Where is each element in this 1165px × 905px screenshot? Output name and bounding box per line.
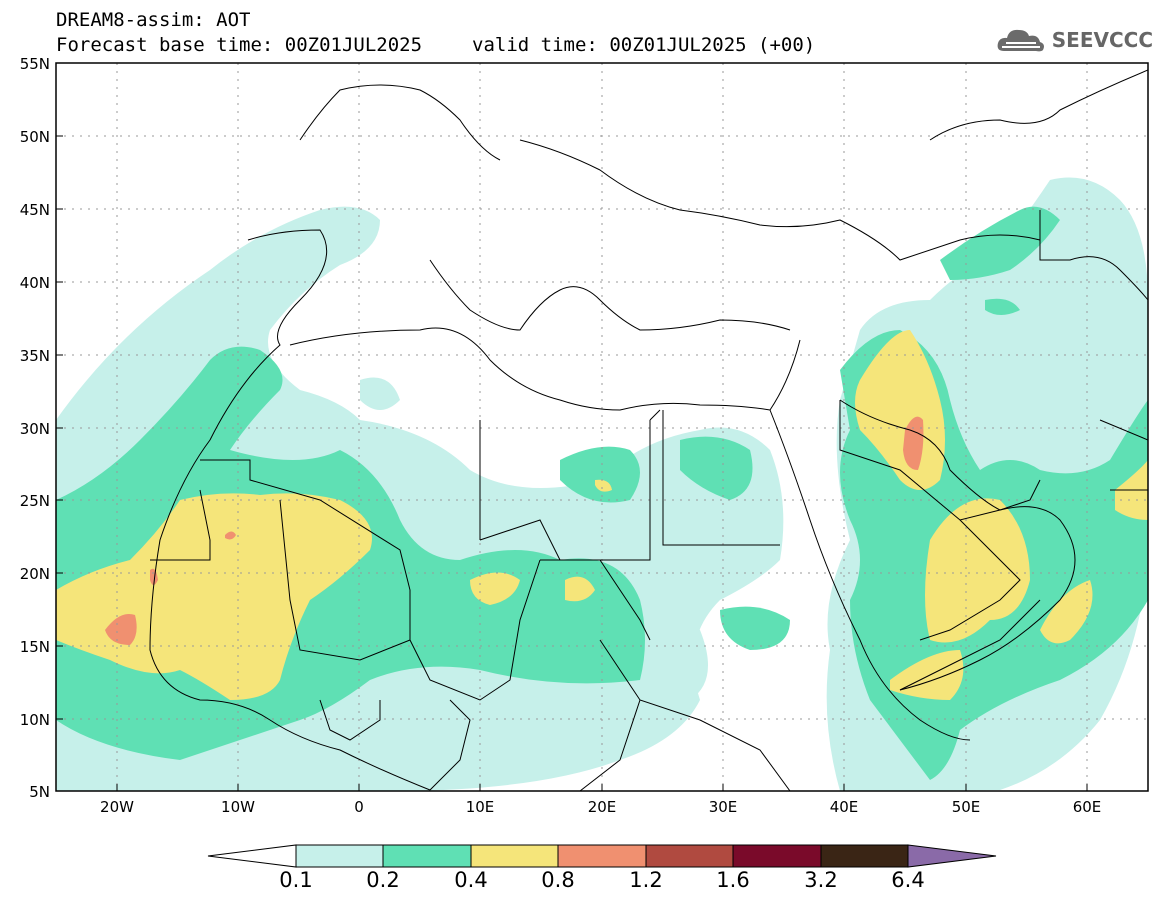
colorbar-segment — [732, 844, 822, 868]
lat-label: 5N — [29, 783, 50, 801]
colorbar-segment — [820, 844, 909, 868]
lat-label: 50N — [19, 128, 50, 146]
lat-label: 40N — [19, 274, 50, 292]
logo-text: SEEVCCC — [1051, 28, 1153, 52]
colorbar — [207, 844, 997, 868]
lat-label: 15N — [19, 638, 50, 656]
lon-label: 40E — [829, 798, 859, 816]
colorbar-segment — [470, 844, 559, 868]
colorbar-label: 0.2 — [366, 868, 400, 892]
colorbar-label: 3.2 — [804, 868, 838, 892]
lon-label: 20E — [587, 798, 617, 816]
colorbar-segment — [382, 844, 472, 868]
lat-label: 45N — [19, 201, 50, 219]
lat-label: 25N — [19, 492, 50, 510]
aot-band-0.4 — [56, 330, 1148, 700]
colorbar-segment — [557, 844, 647, 868]
lon-label: 20W — [100, 798, 134, 816]
colorbar-label: 1.2 — [629, 868, 663, 892]
colorbar-label: 6.4 — [891, 868, 925, 892]
lon-label: 10E — [465, 798, 495, 816]
colorbar-label: 0.8 — [541, 868, 575, 892]
valid-time: valid time: 00Z01JUL2025 (+00) — [472, 34, 816, 56]
lon-label: 10W — [221, 798, 255, 816]
lat-label: 30N — [19, 420, 50, 438]
lat-label: 10N — [19, 711, 50, 729]
map-subtitle: Forecast base time: 00Z01JUL2025 valid ti… — [56, 34, 815, 56]
lat-label: 35N — [19, 347, 50, 365]
lat-label: 20N — [19, 565, 50, 583]
colorbar-low-arrow — [207, 844, 297, 868]
colorbar-segment — [295, 844, 384, 868]
colorbar-label: 1.6 — [716, 868, 750, 892]
lon-label: 50E — [951, 798, 981, 816]
coastlines — [149, 69, 1148, 791]
seevccc-logo: SEEVCCC — [996, 22, 1153, 58]
colorbar-high-arrow — [907, 844, 997, 868]
colorbar-label: 0.1 — [279, 868, 313, 892]
lon-label: 0 — [354, 798, 364, 816]
lat-label: 55N — [19, 55, 50, 73]
map-title: DREAM8-assim: AOT — [56, 9, 251, 31]
lon-label: 30E — [708, 798, 738, 816]
axis-ticks — [56, 135, 1088, 791]
cloud-icon — [997, 29, 1044, 52]
graticule — [56, 63, 1148, 791]
forecast-base-time: Forecast base time: 00Z01JUL2025 — [56, 34, 423, 56]
lon-label: 60E — [1072, 798, 1102, 816]
colorbar-label: 0.4 — [454, 868, 488, 892]
colorbar-segment — [645, 844, 734, 868]
